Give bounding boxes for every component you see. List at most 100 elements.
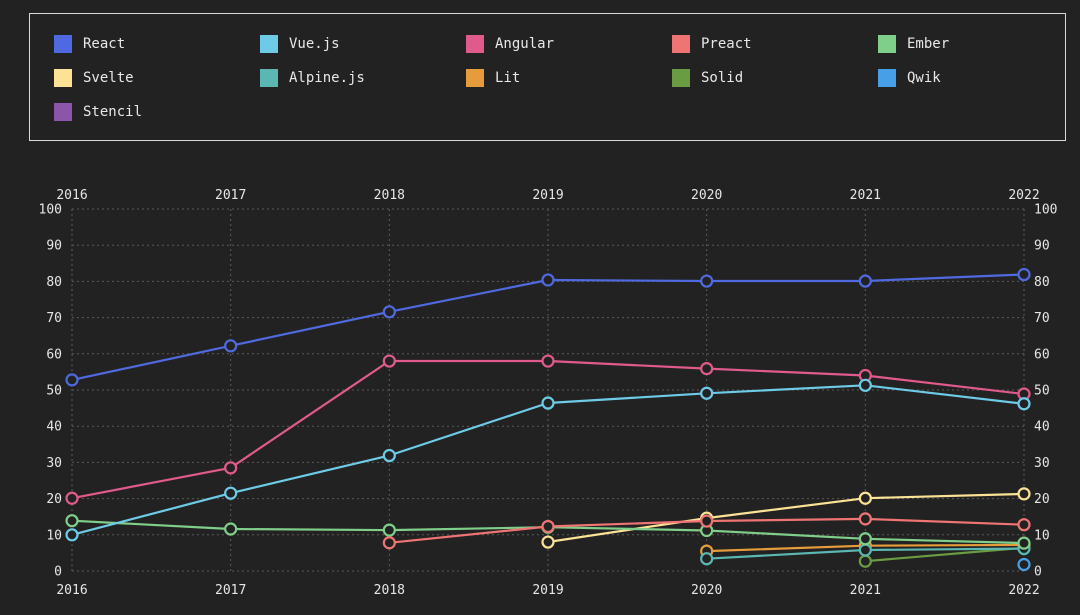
data-point-svelte[interactable] xyxy=(1017,487,1031,501)
legend-swatch xyxy=(54,69,72,87)
legend-swatch xyxy=(260,35,278,53)
legend-swatch xyxy=(260,69,278,87)
data-point-svelte[interactable] xyxy=(858,491,872,505)
legend-swatch xyxy=(466,69,484,87)
legend-item-svelte[interactable]: Svelte xyxy=(54,68,134,88)
legend-swatch xyxy=(672,69,690,87)
data-point-vue-js[interactable] xyxy=(700,386,714,400)
x-tick-label-top: 2022 xyxy=(1008,188,1039,203)
x-tick-label-top: 2020 xyxy=(691,188,722,203)
data-point-alpine-js[interactable] xyxy=(858,543,872,557)
x-tick-label-bottom: 2021 xyxy=(850,583,881,598)
y-tick-label-right: 80 xyxy=(1034,275,1050,290)
data-point-ember[interactable] xyxy=(224,522,238,536)
data-point-preact[interactable] xyxy=(1017,518,1031,532)
data-point-svelte[interactable] xyxy=(541,535,555,549)
x-tick-label-bottom: 2018 xyxy=(374,583,405,598)
legend-item-solid[interactable]: Solid xyxy=(672,68,743,88)
data-point-react[interactable] xyxy=(224,339,238,353)
y-tick-label-right: 10 xyxy=(1034,528,1050,543)
data-point-angular[interactable] xyxy=(65,491,79,505)
data-point-alpine-js[interactable] xyxy=(700,552,714,566)
legend-label: Alpine.js xyxy=(289,70,365,86)
data-point-preact[interactable] xyxy=(858,512,872,526)
legend-item-react[interactable]: React xyxy=(54,34,125,54)
legend-item-vue-js[interactable]: Vue.js xyxy=(260,34,340,54)
data-point-react[interactable] xyxy=(700,274,714,288)
data-point-angular[interactable] xyxy=(541,354,555,368)
x-tick-label-bottom: 2019 xyxy=(532,583,563,598)
legend-label: Lit xyxy=(495,70,521,86)
y-tick-label-right: 20 xyxy=(1034,492,1050,507)
series-line-svelte xyxy=(546,492,1026,544)
data-point-ember[interactable] xyxy=(1017,536,1031,550)
y-tick-label-right: 0 xyxy=(1034,565,1042,580)
y-tick-label-right: 100 xyxy=(1034,203,1057,218)
data-point-ember[interactable] xyxy=(858,532,872,546)
data-point-react[interactable] xyxy=(65,373,79,387)
y-tick-label-right: 40 xyxy=(1034,420,1050,435)
data-point-vue-js[interactable] xyxy=(858,378,872,392)
legend-item-lit[interactable]: Lit xyxy=(466,68,520,88)
legend-item-qwik[interactable]: Qwik xyxy=(878,68,941,88)
data-point-vue-js[interactable] xyxy=(382,448,396,463)
data-point-vue-js[interactable] xyxy=(224,486,238,500)
data-point-vue-js[interactable] xyxy=(65,528,79,542)
legend-label: Preact xyxy=(701,36,752,52)
legend-label: Svelte xyxy=(83,70,134,86)
y-tick-label-left: 80 xyxy=(46,275,62,290)
legend-swatch xyxy=(54,103,72,121)
data-point-angular[interactable] xyxy=(700,362,714,376)
legend-swatch xyxy=(878,69,896,87)
y-tick-label-right: 90 xyxy=(1034,239,1050,254)
data-point-preact[interactable] xyxy=(700,514,714,528)
data-point-preact[interactable] xyxy=(382,536,396,550)
legend-swatch xyxy=(672,35,690,53)
legend-item-angular[interactable]: Angular xyxy=(466,34,554,54)
data-point-react[interactable] xyxy=(1017,267,1031,282)
legend-swatch xyxy=(878,35,896,53)
y-tick-label-left: 90 xyxy=(46,239,62,254)
data-point-qwik[interactable] xyxy=(1017,557,1031,572)
y-tick-label-left: 10 xyxy=(46,528,62,543)
legend-label: Stencil xyxy=(83,104,143,120)
data-point-solid[interactable] xyxy=(858,554,872,568)
legend-item-stencil[interactable]: Stencil xyxy=(54,102,142,122)
y-tick-label-left: 0 xyxy=(54,565,62,580)
data-point-angular[interactable] xyxy=(224,461,238,475)
y-tick-label-left: 70 xyxy=(46,311,62,326)
data-point-vue-js[interactable] xyxy=(541,396,555,410)
legend-item-alpine-js[interactable]: Alpine.js xyxy=(260,68,365,88)
x-tick-label-bottom: 2016 xyxy=(56,583,87,598)
data-point-ember[interactable] xyxy=(65,514,79,528)
y-tick-label-left: 60 xyxy=(46,347,62,362)
y-tick-label-left: 30 xyxy=(46,456,62,471)
x-tick-label-bottom: 2022 xyxy=(1008,583,1039,598)
x-tick-label-top: 2021 xyxy=(850,188,881,203)
data-point-react[interactable] xyxy=(382,305,396,319)
y-tick-label-left: 20 xyxy=(46,492,62,507)
data-point-vue-js[interactable] xyxy=(1017,397,1031,411)
data-point-react[interactable] xyxy=(858,274,872,288)
y-tick-label-right: 50 xyxy=(1034,384,1050,399)
y-tick-label-right: 30 xyxy=(1034,456,1050,471)
data-point-ember[interactable] xyxy=(382,523,396,537)
y-tick-label-right: 60 xyxy=(1034,347,1050,362)
y-tick-label-left: 100 xyxy=(39,203,62,218)
series-line-solid xyxy=(864,546,1026,563)
x-tick-label-top: 2017 xyxy=(215,188,246,203)
x-tick-label-bottom: 2017 xyxy=(215,583,246,598)
legend-label: Vue.js xyxy=(289,36,340,52)
chart-legend: React Vue.js Angular Preact Ember Svelte Alpin… xyxy=(29,13,1066,141)
legend-item-ember[interactable]: Ember xyxy=(878,34,949,54)
x-tick-label-bottom: 2020 xyxy=(691,583,722,598)
data-point-angular[interactable] xyxy=(382,354,396,368)
legend-item-preact[interactable]: Preact xyxy=(672,34,752,54)
legend-swatch xyxy=(466,35,484,53)
y-tick-label-right: 70 xyxy=(1034,311,1050,326)
data-point-react[interactable] xyxy=(541,273,555,287)
data-point-preact[interactable] xyxy=(541,519,555,534)
x-tick-label-top: 2016 xyxy=(56,188,87,203)
